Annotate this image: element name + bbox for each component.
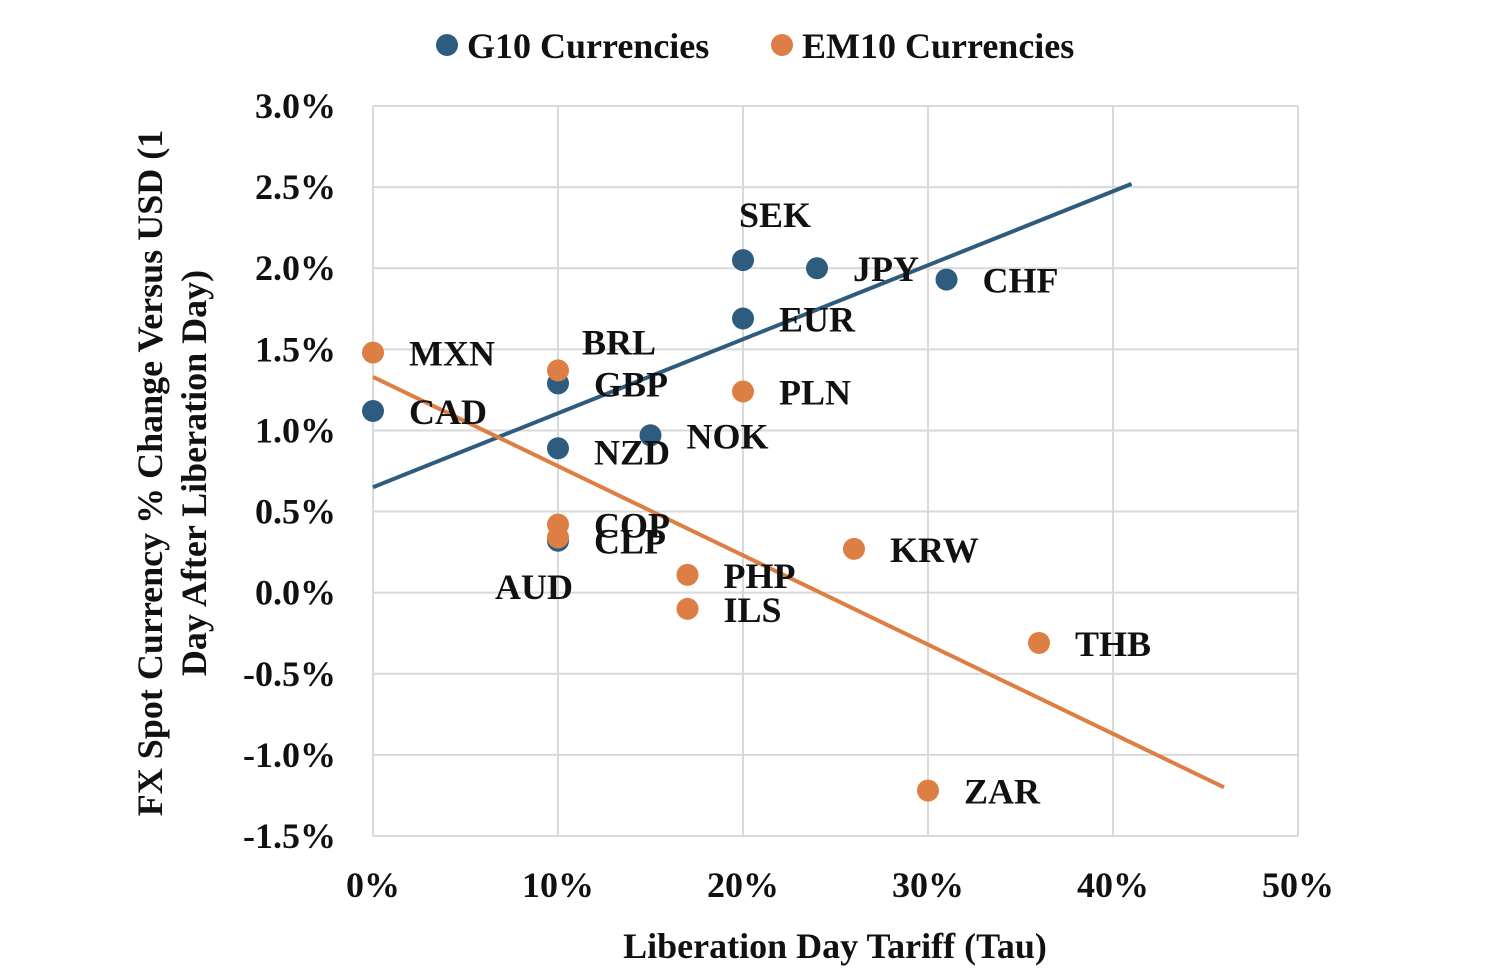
point-label-pln: PLN xyxy=(779,373,851,413)
point-krw xyxy=(843,537,865,560)
y-axis-title-line-1: FX Spot Currency % Change Versus USD (1 xyxy=(130,130,170,816)
point-pln xyxy=(732,380,754,403)
legend-item-g10-currencies: G10 Currencies xyxy=(436,26,709,66)
point-label-aud: AUD xyxy=(495,567,573,607)
y-tick-label: -0.5% xyxy=(243,654,336,694)
y-tick-label: 0.0% xyxy=(255,573,336,613)
point-label-mxn: MXN xyxy=(409,334,495,374)
point-label-krw: KRW xyxy=(890,530,979,570)
tick-labels: 3.0% 2.5% 2.0% 1.5% 1.0% 0.5% 0.0% -0.5% -1.0% -1… xyxy=(243,86,1334,905)
point-zar xyxy=(917,779,939,802)
legend-marker xyxy=(436,34,458,56)
gridlines xyxy=(372,105,1299,837)
x-tick-label: 0% xyxy=(346,865,400,905)
point-eur xyxy=(732,307,754,330)
point-label-thb: THB xyxy=(1075,624,1151,664)
legend-marker xyxy=(771,34,793,56)
point-label-chf: CHF xyxy=(983,261,1059,301)
y-tick-label: 2.0% xyxy=(255,248,336,288)
point-label-brl: BRL xyxy=(582,322,656,362)
point-labels: SEK JPY CHF EUR GBP CAD NZD NOK AUD MXN BRL PLN COPC… xyxy=(409,195,1151,811)
point-label-php: PHP xyxy=(724,556,796,596)
point-mxn xyxy=(362,341,384,364)
legend-label: G10 Currencies xyxy=(467,26,709,66)
trendlines xyxy=(372,182,1225,790)
point-brl xyxy=(547,359,569,382)
point-clp xyxy=(547,526,569,549)
point-cad xyxy=(362,399,384,422)
x-axis-title: Liberation Day Tariff (Tau) xyxy=(623,926,1047,966)
y-axis-title: FX Spot Currency % Change Versus USD (1 … xyxy=(130,130,214,816)
legend: G10 Currencies EM10 Currencies xyxy=(436,26,1074,66)
y-axis-title-line-2: Day After Liberation Day) xyxy=(174,270,214,676)
point-label-cop: COP xyxy=(594,506,670,546)
point-chf xyxy=(935,268,958,291)
trendline-em10-currencies xyxy=(372,375,1225,790)
x-tick-label: 10% xyxy=(522,865,594,905)
point-label-clp: CLP xyxy=(594,522,666,562)
x-tick-label: 50% xyxy=(1262,865,1334,905)
data-points xyxy=(362,249,1050,802)
point-label-nok: NOK xyxy=(687,416,769,456)
point-ils xyxy=(676,597,699,620)
point-php xyxy=(676,563,699,586)
y-tick-label: 1.0% xyxy=(255,410,336,450)
point-nok xyxy=(639,424,662,447)
point-jpy xyxy=(806,257,828,280)
point-nzd xyxy=(547,437,569,460)
point-label-eur: EUR xyxy=(779,300,856,340)
point-sek xyxy=(732,249,754,272)
x-tick-label: 30% xyxy=(892,865,964,905)
point-label-ils: ILS xyxy=(724,590,782,630)
x-tick-label: 20% xyxy=(707,865,779,905)
y-tick-label: 3.0% xyxy=(255,86,336,126)
x-tick-label: 40% xyxy=(1077,865,1149,905)
point-label-jpy: JPY xyxy=(853,249,919,289)
y-tick-label: -1.5% xyxy=(243,816,336,856)
point-label-cad: CAD xyxy=(409,392,487,432)
point-label-zar: ZAR xyxy=(964,772,1041,812)
point-thb xyxy=(1028,631,1050,654)
point-label-nzd: NZD xyxy=(594,432,670,472)
point-label-sek: SEK xyxy=(739,195,811,235)
point-label-gbp: GBP xyxy=(594,364,668,404)
y-tick-label: 1.5% xyxy=(255,329,336,369)
legend-item-em10-currencies: EM10 Currencies xyxy=(771,26,1074,66)
y-tick-label: 2.5% xyxy=(255,167,336,207)
y-tick-label: 0.5% xyxy=(255,492,336,532)
legend-label: EM10 Currencies xyxy=(802,26,1074,66)
y-tick-label: -1.0% xyxy=(243,735,336,775)
